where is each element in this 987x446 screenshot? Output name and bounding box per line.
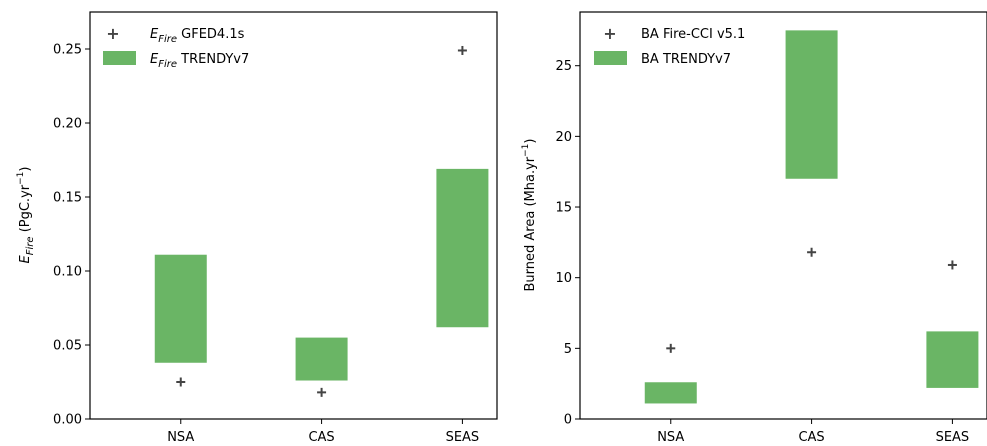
left-y-axis-label: EFire (PgC.yr−1) — [16, 167, 36, 264]
right-range-bar — [785, 30, 838, 179]
right-y-axis-label: Burned Area (Mha.yr−1) — [521, 139, 538, 292]
left-x-tick-label: SEAS — [446, 430, 480, 445]
right-legend-marker-label: BA Fire-CCI v5.1 — [641, 27, 745, 42]
right-legend-range-label: BA TRENDYv7 — [641, 52, 731, 67]
right-marker-point — [947, 260, 957, 270]
left-marker-point — [317, 387, 327, 397]
right-y-tick-label: 20 — [555, 130, 572, 145]
left-legend-marker-symbol: + — [106, 24, 119, 43]
right-x-tick-label: SEAS — [936, 430, 970, 445]
right-x-tick-label: NSA — [657, 430, 684, 445]
right-plot-marks — [644, 30, 979, 404]
right-panel: 0 5 10 15 20 25 NSA CAS SEAS Burned Area (Mha.y… — [521, 11, 987, 445]
left-panel: 0.00 0.05 0.10 0.15 0.20 0.25 NSA CAS SEAS EFir… — [16, 11, 498, 445]
left-axes-frame — [89, 11, 498, 420]
right-legend: + BA Fire-CCI v5.1 BA TRENDYv7 — [594, 24, 745, 67]
left-y-tick-label: 0.10 — [53, 265, 82, 280]
left-x-tick-label: NSA — [167, 430, 194, 445]
right-x-ticks: NSA CAS SEAS — [657, 419, 969, 445]
left-y-tick-label: 0.20 — [53, 117, 82, 132]
right-y-tick-label: 0 — [564, 413, 572, 428]
left-y-tick-label: 0.15 — [53, 191, 82, 206]
right-range-bar — [926, 331, 979, 388]
left-range-bar — [154, 254, 207, 363]
left-marker-point — [176, 377, 186, 387]
left-marker-point — [457, 45, 467, 55]
left-y-tick-label: 0.25 — [53, 43, 82, 58]
left-legend-marker-label: EFire GFED4.1s — [150, 27, 245, 45]
right-y-ticks: 0 5 10 15 20 25 — [555, 59, 580, 428]
right-y-tick-label: 10 — [555, 271, 572, 286]
right-y-tick-label: 5 — [564, 342, 572, 357]
left-range-bar — [295, 337, 348, 381]
left-legend-range-swatch — [103, 51, 136, 65]
left-legend-range-label: EFire TRENDYv7 — [150, 52, 249, 70]
left-legend: + EFire GFED4.1s EFire TRENDYv7 — [103, 24, 249, 70]
left-x-ticks: NSA CAS SEAS — [167, 419, 479, 445]
right-legend-range-swatch — [594, 51, 627, 65]
right-marker-point — [807, 247, 817, 257]
right-legend-marker-symbol: + — [603, 24, 616, 43]
left-x-tick-label: CAS — [308, 430, 334, 445]
right-y-tick-label: 25 — [555, 59, 572, 74]
right-range-bar — [644, 382, 697, 404]
right-marker-point — [666, 343, 676, 353]
left-plot-marks — [154, 45, 489, 397]
left-range-bar — [436, 168, 489, 328]
left-y-ticks: 0.00 0.05 0.10 0.15 0.20 0.25 — [53, 43, 90, 428]
right-x-tick-label: CAS — [798, 430, 824, 445]
left-y-tick-label: 0.00 — [53, 413, 82, 428]
left-y-tick-label: 0.05 — [53, 339, 82, 354]
right-axes-frame — [579, 11, 987, 420]
right-y-tick-label: 15 — [555, 201, 572, 216]
